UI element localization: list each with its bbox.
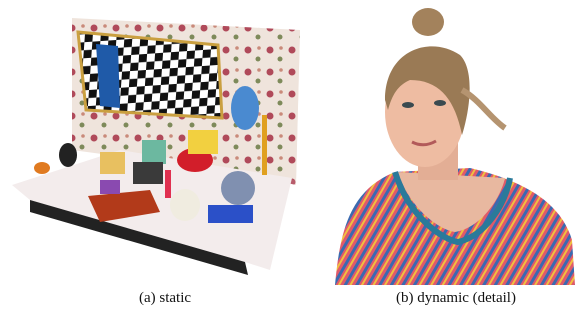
static-scene-image — [12, 18, 300, 275]
figure: (a) static (b) dynamic (detail) — [0, 0, 579, 318]
dynamic-person-image — [335, 8, 575, 285]
panel-caption: (b) dynamic (detail) — [396, 290, 516, 306]
panel-caption: (a) static — [139, 290, 191, 306]
